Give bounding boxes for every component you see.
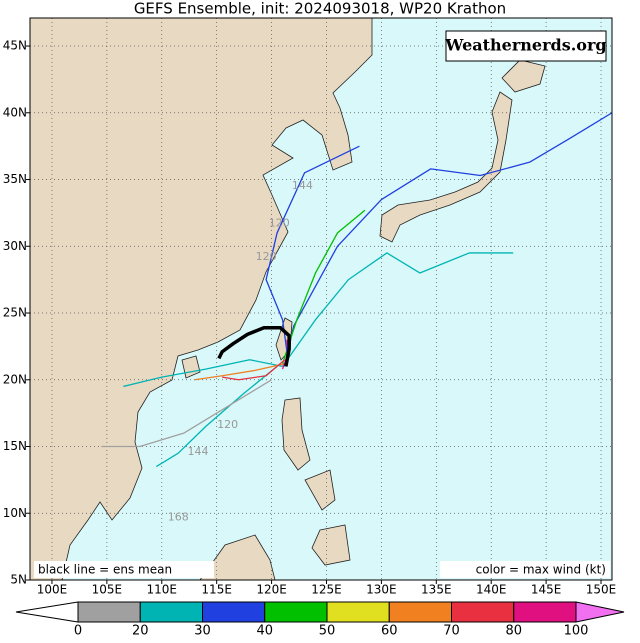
title: GEFS Ensemble, init: 2024093018, WP20 Kr… — [134, 0, 506, 18]
colorbar-segment — [326, 601, 390, 623]
x-tick-label: 140E — [476, 583, 507, 597]
annotation: 144 — [292, 179, 313, 192]
member-track — [123, 359, 283, 388]
luzon — [281, 397, 311, 471]
colorbar: 0 20 30 40 50 60 70 80 100 — [15, 601, 625, 639]
member-track — [222, 359, 286, 381]
colorbar-label: 40 — [256, 624, 273, 639]
annotation: 168 — [168, 510, 189, 523]
colorbar-segment — [388, 601, 452, 623]
map-frame — [29, 17, 613, 581]
member-track — [282, 252, 514, 367]
colorbar-under — [15, 601, 79, 623]
y-tick-label: 25N — [3, 306, 27, 320]
mean-track — [217, 325, 291, 367]
colorbar-segment — [513, 601, 577, 623]
colorbar-label: 50 — [319, 624, 336, 639]
note-right: color = max wind (kt) — [476, 563, 606, 577]
member-track — [281, 209, 366, 364]
hokkaido — [501, 59, 546, 93]
annotation: 144 — [188, 445, 209, 458]
y-tick-label: 10N — [3, 506, 27, 520]
grid — [30, 18, 612, 580]
y-tick-label: 5N — [10, 573, 27, 587]
x-tick-label: 135E — [421, 583, 452, 597]
y-tick-label: 15N — [3, 439, 27, 453]
note-box — [34, 561, 214, 578]
member-track — [265, 145, 360, 360]
japan — [379, 91, 513, 243]
note-left: black line = ens mean — [38, 563, 172, 577]
colorbar-over — [575, 601, 625, 623]
borneo — [199, 534, 276, 580]
colorbar-segment — [264, 601, 328, 623]
colorbar-segment — [451, 601, 515, 623]
x-tick-label: 125E — [311, 583, 342, 597]
annotation: 120 — [256, 250, 277, 263]
colorbar-label: 60 — [381, 624, 398, 639]
member-track — [101, 379, 272, 448]
y-tick-label: 40N — [3, 105, 27, 119]
x-tick-label: 110E — [147, 583, 178, 597]
philippines-south — [304, 469, 351, 566]
y-tick-label: 20N — [3, 372, 27, 386]
colorbar-segment — [77, 601, 141, 623]
annotation: 120 — [269, 217, 290, 230]
member-track — [155, 365, 278, 468]
x-tick-label: 115E — [201, 583, 232, 597]
x-tick-label: 150E — [586, 583, 617, 597]
colorbar-label: 100 — [564, 624, 589, 639]
member-track — [194, 363, 285, 381]
colorbar-segment — [202, 601, 266, 623]
annotation: 120 — [217, 418, 238, 431]
watermark: Weathernerds.org — [444, 36, 606, 55]
colorbar-label: 80 — [505, 624, 522, 639]
member-track — [284, 112, 612, 367]
x-tick-label: 145E — [531, 583, 562, 597]
colorbar-label: 20 — [132, 624, 149, 639]
y-tick-label: 30N — [3, 239, 27, 253]
note-box — [440, 561, 610, 578]
y-tick-label: 45N — [3, 39, 27, 53]
watermark-box — [445, 30, 607, 62]
tracks — [101, 112, 612, 468]
colorbar-label: 70 — [443, 624, 460, 639]
colorbar-label: 30 — [194, 624, 211, 639]
colorbar-segment — [139, 601, 203, 623]
land — [30, 18, 546, 580]
x-tick-label: 130E — [366, 583, 397, 597]
colorbar-label: 0 — [74, 624, 82, 639]
x-tick-label: 105E — [92, 583, 123, 597]
y-tick-label: 35N — [3, 172, 27, 186]
x-tick-label: 120E — [256, 583, 287, 597]
mainland — [30, 18, 373, 580]
x-tick-label: 100E — [37, 583, 68, 597]
